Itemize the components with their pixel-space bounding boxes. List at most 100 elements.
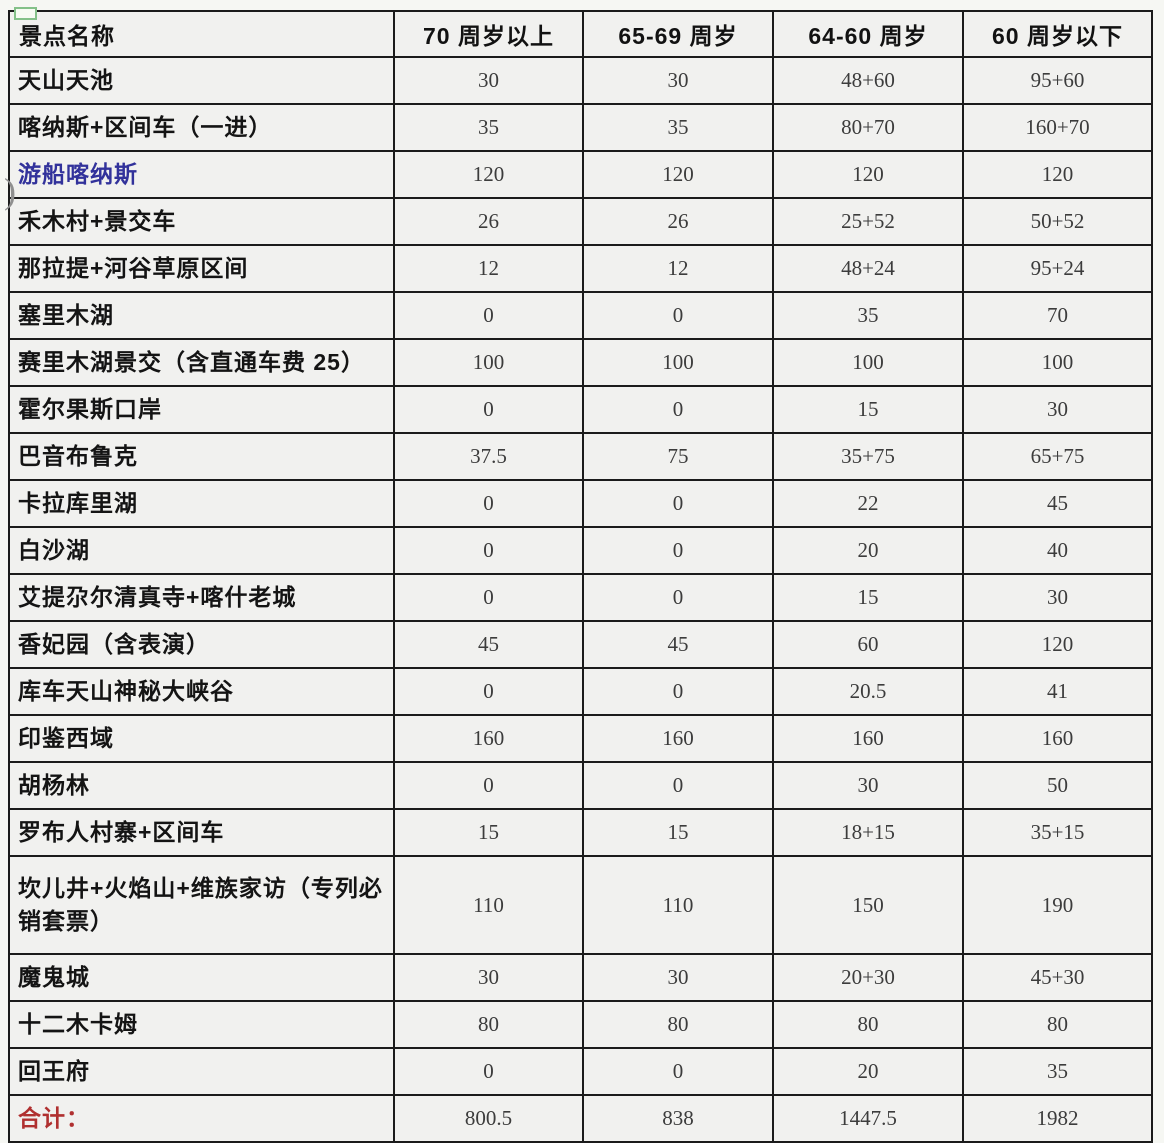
price-cell: 80 [582,1000,774,1049]
price-cell: 0 [582,479,774,528]
table-row: 那拉提+河谷草原区间 12 12 48+24 95+24 [8,244,1153,293]
price-cell: 70 [962,291,1153,340]
attraction-name-cell: 塞里木湖 [8,291,395,340]
header-row: 景点名称 70 周岁以上 65-69 周岁 64-60 周岁 60 周岁以下 [8,10,1153,58]
price-cell: 50 [962,761,1153,810]
price-cell: 35 [582,103,774,152]
price-cell: 0 [582,667,774,716]
table-row: 巴音布鲁克 37.5 75 35+75 65+75 [8,432,1153,481]
price-cell: 160 [772,714,964,763]
attraction-name-cell: 巴音布鲁克 [8,432,395,481]
price-cell: 20 [772,1047,964,1096]
price-cell: 20+30 [772,953,964,1002]
price-cell: 15 [393,808,584,857]
attraction-name-cell: 禾木村+景交车 [8,197,395,246]
attraction-name-cell: 那拉提+河谷草原区间 [8,244,395,293]
total-price-cell: 838 [582,1094,774,1143]
price-cell: 12 [393,244,584,293]
price-cell: 120 [393,150,584,199]
price-cell: 160 [582,714,774,763]
total-label-cell: 合计： [8,1094,395,1143]
price-cell: 25+52 [772,197,964,246]
price-cell: 18+15 [772,808,964,857]
price-cell: 37.5 [393,432,584,481]
price-cell: 0 [393,291,584,340]
price-cell: 60 [772,620,964,669]
price-cell: 80 [962,1000,1153,1049]
price-cell: 26 [393,197,584,246]
table-row: 艾提尕尔清真寺+喀什老城 0 0 15 30 [8,573,1153,622]
table-row: 天山天池 30 30 48+60 95+60 [8,56,1153,105]
price-cell: 30 [393,953,584,1002]
price-cell: 35 [962,1047,1153,1096]
attraction-name-cell: 游船喀纳斯 [8,150,395,199]
total-price-cell: 1982 [962,1094,1153,1143]
table-row: 印鉴西域 160 160 160 160 [8,714,1153,763]
price-cell: 0 [393,761,584,810]
table-row: 库车天山神秘大峡谷 0 0 20.5 41 [8,667,1153,716]
price-cell: 41 [962,667,1153,716]
attraction-name-cell: 坎儿井+火焰山+维族家访（专列必销套票） [8,855,395,955]
price-cell: 120 [582,150,774,199]
price-cell: 0 [393,526,584,575]
total-row: 合计： 800.5 838 1447.5 1982 [8,1094,1153,1143]
table-header: 景点名称 70 周岁以上 65-69 周岁 64-60 周岁 60 周岁以下 [8,10,1153,58]
price-table: 景点名称 70 周岁以上 65-69 周岁 64-60 周岁 60 周岁以下 天山天池 3… [8,10,1153,1143]
header-cell-age-group: 64-60 周岁 [772,10,964,58]
price-cell: 65+75 [962,432,1153,481]
scan-artifact: ) [4,171,16,211]
table-row: 游船喀纳斯 120 120 120 120 [8,150,1153,199]
price-cell: 95+24 [962,244,1153,293]
price-cell: 0 [582,1047,774,1096]
attraction-name-cell: 十二木卡姆 [8,1000,395,1049]
header-cell-age-group: 65-69 周岁 [582,10,774,58]
price-cell: 45+30 [962,953,1153,1002]
price-cell: 95+60 [962,56,1153,105]
table-row: 香妃园（含表演） 45 45 60 120 [8,620,1153,669]
price-cell: 110 [582,855,774,955]
table-row: 十二木卡姆 80 80 80 80 [8,1000,1153,1049]
table-row: 卡拉库里湖 0 0 22 45 [8,479,1153,528]
price-cell: 22 [772,479,964,528]
price-cell: 30 [962,573,1153,622]
table-row: 赛里木湖景交（含直通车费 25） 100 100 100 100 [8,338,1153,387]
price-cell: 80 [772,1000,964,1049]
price-cell: 35+15 [962,808,1153,857]
price-cell: 20 [772,526,964,575]
price-cell: 75 [582,432,774,481]
attraction-name-cell: 胡杨林 [8,761,395,810]
price-cell: 100 [962,338,1153,387]
price-cell: 0 [582,291,774,340]
attraction-name-cell: 印鉴西域 [8,714,395,763]
price-cell: 15 [772,385,964,434]
table-body: 天山天池 30 30 48+60 95+60 喀纳斯+区间车（一进） 35 35 80+70 16… [8,56,1153,1143]
price-cell: 0 [582,385,774,434]
price-cell: 35 [393,103,584,152]
price-cell: 45 [582,620,774,669]
price-cell: 35 [772,291,964,340]
price-cell: 190 [962,855,1153,955]
table-row: 胡杨林 0 0 30 50 [8,761,1153,810]
attraction-name-cell: 赛里木湖景交（含直通车费 25） [8,338,395,387]
price-table-container: ) 景点名称 70 周岁以上 65-69 周岁 64-60 周岁 60 周岁以下 天山天… [4,7,1153,1143]
header-cell-age-group: 70 周岁以上 [393,10,584,58]
attraction-name-cell: 罗布人村寨+区间车 [8,808,395,857]
attraction-name-cell: 回王府 [8,1047,395,1096]
price-cell: 45 [962,479,1153,528]
price-cell: 100 [772,338,964,387]
table-row: 霍尔果斯口岸 0 0 15 30 [8,385,1153,434]
price-cell: 80 [393,1000,584,1049]
price-cell: 15 [582,808,774,857]
price-cell: 40 [962,526,1153,575]
price-cell: 120 [962,150,1153,199]
header-cell-age-group: 60 周岁以下 [962,10,1153,58]
price-cell: 26 [582,197,774,246]
price-cell: 0 [582,526,774,575]
attraction-name-cell: 库车天山神秘大峡谷 [8,667,395,716]
price-cell: 48+24 [772,244,964,293]
price-cell: 12 [582,244,774,293]
table-row: 喀纳斯+区间车（一进） 35 35 80+70 160+70 [8,103,1153,152]
total-price-cell: 1447.5 [772,1094,964,1143]
price-cell: 0 [582,761,774,810]
price-cell: 30 [582,56,774,105]
